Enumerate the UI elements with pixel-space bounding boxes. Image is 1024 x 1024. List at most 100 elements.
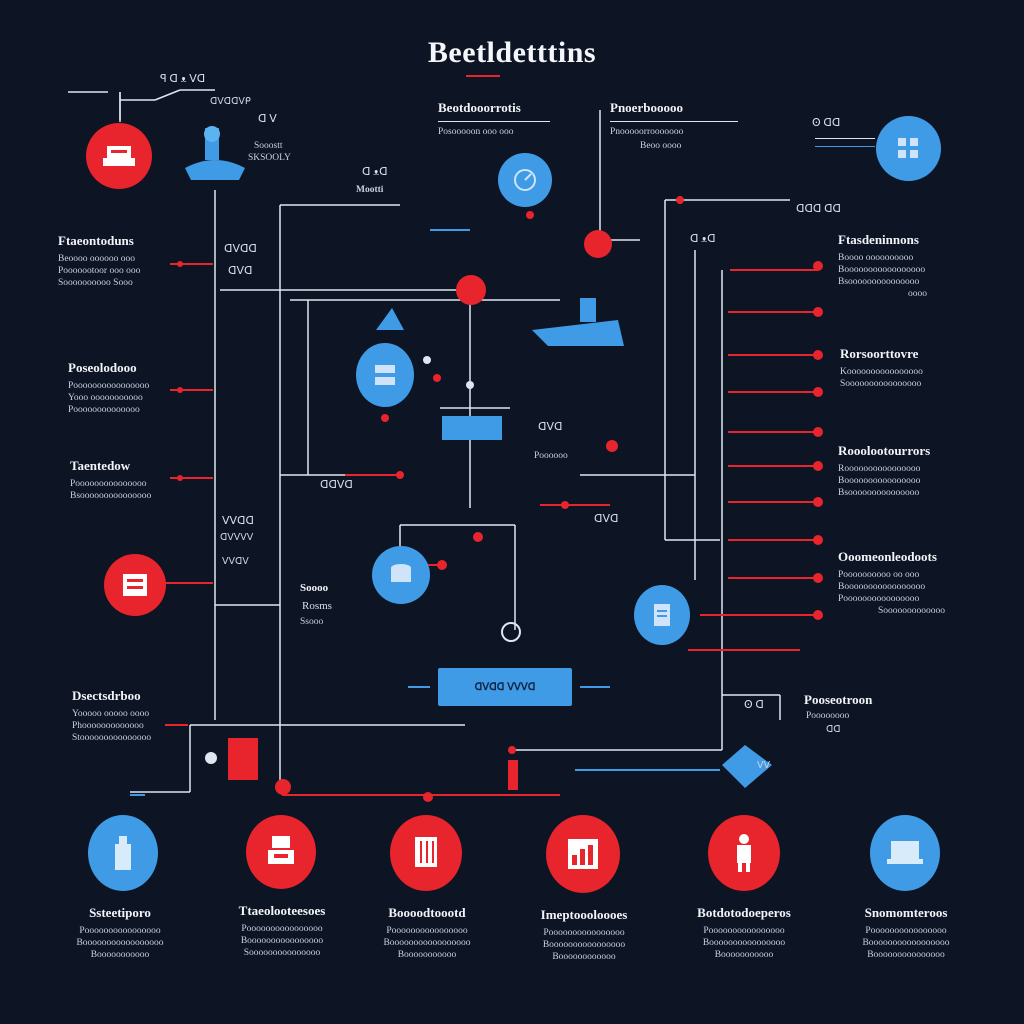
divider	[815, 146, 875, 147]
right-block-heading: Rooolootourrors	[838, 443, 931, 458]
label-cluster-a: ᗡ ᐯ	[258, 113, 277, 125]
right-block-line: Booooooooooooooooo	[838, 265, 926, 275]
bottom-item-line: Poooooooooooooooo	[79, 926, 161, 936]
inner-label: ᐯᐯᗡᗡ	[222, 515, 254, 527]
bottom-item-line: Poooooooooooooooo	[865, 926, 947, 936]
right-block-heading: Ooomeonleodoots	[838, 549, 937, 564]
bottom-item-line: Boooooooooooooooo	[240, 936, 324, 946]
inner-label: ᐯᐯ	[757, 761, 770, 771]
right-block-heading: Ftasdeninnons	[838, 232, 919, 247]
right-block-heading: Rorsoorttovre	[840, 346, 919, 361]
bottom-item-line: Booooooooooooooo	[867, 950, 945, 960]
right-block-line: Bsooooooooooooooo	[838, 488, 920, 498]
right-block-4: Ooomeonleodoots Poooooooooo oo ooo Boooo…	[838, 549, 945, 617]
inner-label: ᗡᐯᐯᐯᐯ	[220, 533, 254, 543]
left-block-line: Poooooooooooooooo	[68, 381, 150, 391]
bottom-item-line: Boooooooooooo	[552, 952, 616, 962]
bottom-item-heading: Ssteetiporo	[89, 905, 151, 920]
machine-icon	[268, 836, 294, 864]
inner-label: Soooo	[300, 582, 329, 594]
node-mid-lower	[372, 546, 430, 604]
node-mid-left	[356, 343, 414, 407]
left-block-heading: Ftaeontoduns	[58, 233, 134, 248]
bottom-item-1: Ssteetiporo Poooooooooooooooo Booooooooo…	[40, 815, 200, 961]
right-block-line: Bsooooooooooooooo	[838, 277, 920, 287]
bottom-item-line: Booooooooooo	[90, 950, 150, 960]
inner-label: Rosms	[302, 600, 332, 612]
bottom-item-line: Booooooooooooooooo	[76, 938, 164, 948]
bottom-item-line: Poooooooooooooooo	[386, 926, 468, 936]
node-top-center	[498, 153, 552, 207]
bottom-row: Ssteetiporo Poooooooooooooooo Booooooooo…	[0, 815, 1024, 1015]
right-block-line: Booooooooooooooooo	[838, 582, 926, 592]
inner-label: Pooseotroon	[804, 692, 873, 707]
node-mid-right	[634, 585, 690, 645]
database-icon	[391, 564, 411, 582]
inner-label: Ssooo	[300, 617, 324, 627]
bottom-item-line: Boooooooooooooooo	[542, 940, 626, 950]
inner-label: ᗡᗡ	[826, 725, 841, 735]
inner-label: ᐯᐯᗡᐯ	[222, 557, 249, 567]
bottom-item-5: Botdotodoeperos Poooooooooooooooo Booooo…	[664, 815, 824, 961]
label-mid-c: ᗡ ᴥᗡ	[690, 233, 716, 245]
left-block-heading: Dsectsdrboo	[72, 688, 141, 703]
right-block-3: Rooolootourrors Roooooooooooooooo Booooo…	[838, 443, 930, 499]
bottom-item-line: Booooooooooo	[714, 950, 774, 960]
bottom-item-heading: Snomomteroos	[864, 905, 948, 920]
bottom-item-line: Boooooooooooooooo	[702, 938, 786, 948]
faucet-icon	[185, 126, 245, 180]
node-top-right	[876, 116, 941, 181]
right-block-2: Rorsoorttovre Koooooooooooooooo Sooooooo…	[840, 346, 923, 390]
server-icon	[375, 365, 395, 385]
right-block-line: Roooooooooooooooo	[838, 464, 921, 474]
right-block-line: Boooo oooooooooo	[838, 253, 914, 263]
central-process-label: ᗡᐯᗡᗡ ᐯᐯᐯᗡ	[474, 681, 536, 693]
bottom-item-2: Ttaeolooteesoes Poooooooooooooooo Booooo…	[202, 815, 362, 959]
left-block-line: Stooooooooooooooo	[72, 733, 152, 743]
inner-label: ᗡᐯᗡ	[228, 265, 253, 277]
label-topleft-b: ᗡᐯᗡᗡᐯᑭ	[210, 97, 251, 107]
machine-icon	[532, 298, 624, 346]
chart-icon	[568, 839, 598, 869]
left-block-line: Pooooootoor ooo ooo	[58, 266, 141, 276]
label-mid-b: Mootti	[356, 185, 384, 195]
cabinet-icon	[123, 574, 147, 596]
central-process-box: ᗡᐯᗡᗡ ᐯᐯᐯᗡ	[438, 668, 572, 706]
valve-icon	[376, 308, 404, 330]
label-center-b-sub1: Pnooooorrooooooo	[610, 127, 684, 137]
left-block-line: Yooo ooooooooooo	[68, 393, 143, 403]
left-block-line: Phooooooooooooo	[72, 721, 144, 731]
left-block-line: Beoooo oooooo ooo	[58, 254, 136, 264]
label-mid-a: ᗡ ᴥᗡ	[362, 166, 388, 178]
label-cluster-c: SKSOOLY	[248, 153, 291, 163]
bottom-item-line: Booooooooooooooooo	[862, 938, 950, 948]
inner-label: Poooooo	[534, 451, 568, 461]
inner-label: ᗡᗡᐯᗡ	[320, 479, 353, 491]
box-icon	[415, 837, 437, 867]
inner-label: ᗡᐯᗡ	[594, 513, 619, 525]
bottom-item-line: Booooooooooooooooo	[383, 938, 471, 948]
node-left-lower	[104, 554, 166, 616]
inner-label: ᗡᐯᗡᗡ	[224, 243, 257, 255]
bottom-item-6: Snomomteroos Poooooooooooooooo Boooooooo…	[826, 815, 986, 961]
right-block-line: Poooooooooooooooo	[838, 594, 920, 604]
bottom-item-line: Booooooooooo	[397, 950, 457, 960]
right-block-line: Boooooooooooooooo	[838, 476, 921, 486]
left-block-line: Poooooooooooooo	[68, 405, 140, 415]
bottom-item-heading: Botdotodoeperos	[697, 905, 791, 920]
title-underline	[466, 75, 500, 77]
bottom-item-line: Poooooooooooooooo	[703, 926, 785, 936]
label-topleft-a: ꟼ ᗡ ᴥ ᐯᗡ	[160, 73, 206, 85]
left-block-3: Taentedow Pooooooooooooooo Bsooooooooooo…	[70, 458, 151, 502]
left-block-heading: Poseolodooo	[68, 360, 137, 375]
right-block-line: oooo	[908, 289, 927, 299]
bottom-item-line: Sooooooooooooooo	[243, 948, 321, 958]
right-block-line: Soooooooooooooooo	[840, 379, 922, 389]
gauge-icon	[514, 169, 536, 191]
left-block-heading: Taentedow	[70, 458, 131, 473]
inner-label: Poooooooo	[806, 711, 850, 721]
label-mid-d: ᗡᗡᗡ ᗡᗡ	[796, 203, 841, 215]
label-right-a: Ꙩ ᗡᗡ	[812, 117, 841, 129]
